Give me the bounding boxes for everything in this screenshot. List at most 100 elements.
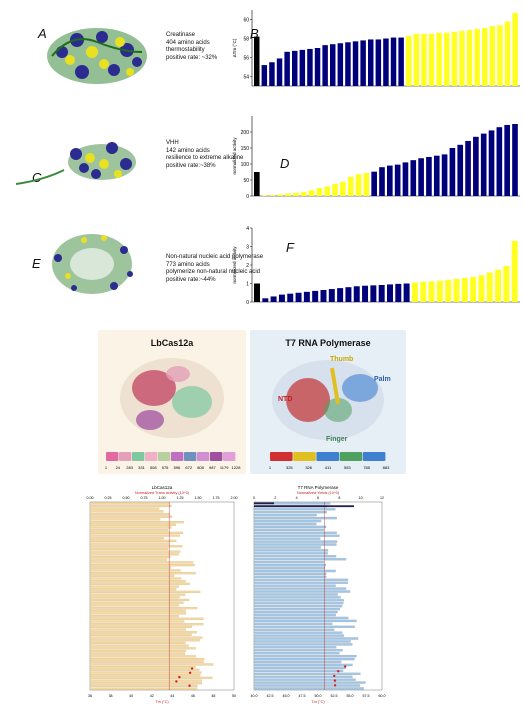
domain-segment: [132, 452, 145, 461]
y-tick-label: 54: [243, 74, 249, 80]
domain-segment: [158, 452, 171, 461]
variant-bar: [89, 617, 204, 620]
lbcas12a-domain-map: 1 24 283 331 508 575 596 672 808 987 1179 1228: [105, 452, 241, 470]
variant-bar: [89, 531, 184, 534]
variant-bar: [253, 522, 317, 526]
y-tick-label: 100: [241, 162, 250, 168]
bar: [254, 283, 260, 302]
variant-bar: [89, 563, 195, 567]
bottom-tick-label: 47.5: [299, 694, 306, 698]
bar: [406, 35, 412, 86]
variant-bar: [89, 588, 177, 591]
bar: [402, 162, 409, 196]
marker-point: [188, 671, 192, 675]
domain-position-label: 283: [126, 465, 133, 470]
variant-bar: [89, 534, 180, 537]
bottom-tick-label: 60.0: [379, 694, 386, 698]
variant-bar: [253, 675, 353, 678]
variant-bar: [253, 513, 317, 517]
bar: [360, 40, 366, 86]
bar: [355, 174, 362, 196]
variant-bar: [253, 687, 364, 690]
y-axis-label: normalized activity: [232, 137, 237, 175]
bottom-tick-label: 55.0: [347, 694, 354, 698]
domain-segment: [106, 452, 119, 461]
variant-bar: [89, 663, 214, 666]
domain-segment: [184, 452, 197, 461]
variant-bar: [89, 585, 179, 588]
domain-position-label: 325: [286, 465, 293, 470]
variant-bar: [89, 657, 205, 661]
variant-bar: [89, 631, 197, 634]
bar: [449, 148, 456, 196]
variant-bar: [253, 684, 360, 687]
creatinase-structure-image: [47, 28, 147, 84]
bar: [277, 194, 284, 196]
bottom-tick-label: 44: [170, 694, 174, 698]
variant-bar: [253, 537, 321, 540]
y-tick-label: 150: [241, 146, 250, 152]
bottom-axis-label: Tm (°C): [155, 700, 169, 704]
bar: [486, 272, 493, 302]
bar: [316, 188, 323, 196]
variant-bar: [89, 574, 175, 577]
domain-position-label: 1: [269, 465, 272, 470]
bar: [362, 285, 369, 302]
bar: [394, 164, 401, 196]
domain-segment: [119, 452, 132, 461]
top-tick-label: 0.50: [123, 496, 130, 500]
bar: [299, 49, 306, 86]
variant-bar: [253, 640, 351, 643]
bottom-tick-label: 50: [232, 694, 236, 698]
variant-bar: [253, 643, 353, 646]
variant-bar: [89, 687, 198, 690]
polymerase-structure-image: [52, 234, 133, 294]
variant-bar: [253, 558, 347, 561]
variant-bar: [89, 566, 171, 569]
bar: [254, 172, 260, 196]
y-tick-label: 0: [246, 300, 249, 306]
panel-letter-d: D: [280, 156, 290, 171]
variant-bar: [89, 512, 170, 516]
top-tick-label: 0.00: [87, 496, 94, 500]
bar: [324, 186, 331, 196]
variant-bar: [253, 637, 359, 640]
t7-label-finger: Finger: [326, 436, 348, 443]
variant-bar: [89, 641, 186, 645]
bottom-axis-label: Tm (°C): [311, 700, 325, 704]
bar: [314, 48, 321, 86]
y-tick-label: 2: [246, 263, 249, 269]
top-axis-label: Normalized Trans activity (10^3): [135, 491, 190, 495]
variant-bar: [89, 674, 201, 677]
variant-bar: [89, 529, 169, 532]
bar: [465, 140, 471, 196]
variant-bar: [253, 516, 337, 520]
variant-bar: [253, 649, 343, 652]
variant-bar: [89, 580, 186, 583]
variant-bar: [89, 561, 194, 564]
bar: [278, 294, 285, 302]
bar: [368, 39, 374, 86]
bar: [445, 279, 452, 302]
bottom-tick-label: 40.0: [251, 694, 258, 698]
variant-bar: [89, 502, 169, 505]
variant-bar: [89, 679, 202, 682]
variant-bar: [89, 577, 182, 580]
y-axis-label: normalized activity: [232, 246, 237, 284]
variant-bar: [253, 581, 348, 584]
variant-bar: [253, 555, 337, 558]
marker-point: [332, 674, 336, 678]
chart-d: 0 50 100 150 200 normalized activity: [232, 116, 520, 200]
variant-bar: [253, 610, 338, 614]
variant-bar: [253, 599, 345, 602]
variant-bar: [253, 605, 343, 608]
bar: [322, 45, 328, 86]
bar: [375, 39, 382, 86]
variant-bar: [253, 660, 342, 664]
variant-bar: [253, 566, 325, 570]
plot-frame: [253, 501, 383, 691]
panel-letter-f: F: [286, 240, 294, 255]
variant-bar: [89, 644, 189, 647]
bar: [383, 38, 389, 86]
bar: [410, 160, 417, 196]
